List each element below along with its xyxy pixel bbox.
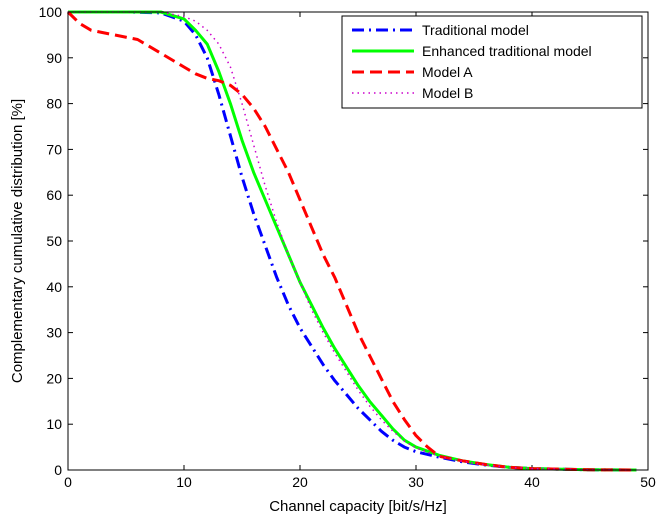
x-tick-label: 10 xyxy=(176,474,192,490)
y-axis-ticks: 0 10 20 30 40 50 60 70 80 90 100 xyxy=(39,4,648,478)
legend-label: Enhanced traditional model xyxy=(422,43,592,59)
y-tick-label: 20 xyxy=(46,370,62,386)
series-line-model-a xyxy=(66,10,637,472)
x-axis-label: Channel capacity [bit/s/Hz] xyxy=(269,498,447,515)
y-tick-label: 60 xyxy=(46,187,62,203)
x-tick-label: 20 xyxy=(292,474,308,490)
y-tick-label: 10 xyxy=(46,416,62,432)
x-tick-label: 50 xyxy=(640,474,656,490)
y-tick-label: 50 xyxy=(46,233,62,249)
plot-frame xyxy=(67,11,649,471)
legend-label: Model A xyxy=(422,64,473,80)
x-tick-label: 40 xyxy=(524,474,540,490)
series-line-traditional-model xyxy=(68,10,637,472)
x-tick-label: 30 xyxy=(408,474,424,490)
legend-label: Traditional model xyxy=(422,22,529,38)
y-tick-label: 90 xyxy=(46,50,62,66)
legend: Traditional model Enhanced traditional mo… xyxy=(341,15,643,109)
y-tick-label: 80 xyxy=(46,96,62,112)
y-tick-label: 40 xyxy=(46,279,62,295)
series-layer xyxy=(66,10,637,472)
x-tick-label: 0 xyxy=(64,474,72,490)
y-axis-label: Complementary cumulative distribution [%… xyxy=(9,99,26,383)
x-axis-ticks: 0 10 20 30 40 50 xyxy=(64,12,656,490)
series-line-model-b xyxy=(68,11,637,471)
y-tick-label: 100 xyxy=(39,4,63,20)
y-tick-label: 30 xyxy=(46,325,62,341)
y-tick-label: 0 xyxy=(54,462,62,478)
legend-label: Model B xyxy=(422,85,473,101)
y-tick-label: 70 xyxy=(46,141,62,157)
